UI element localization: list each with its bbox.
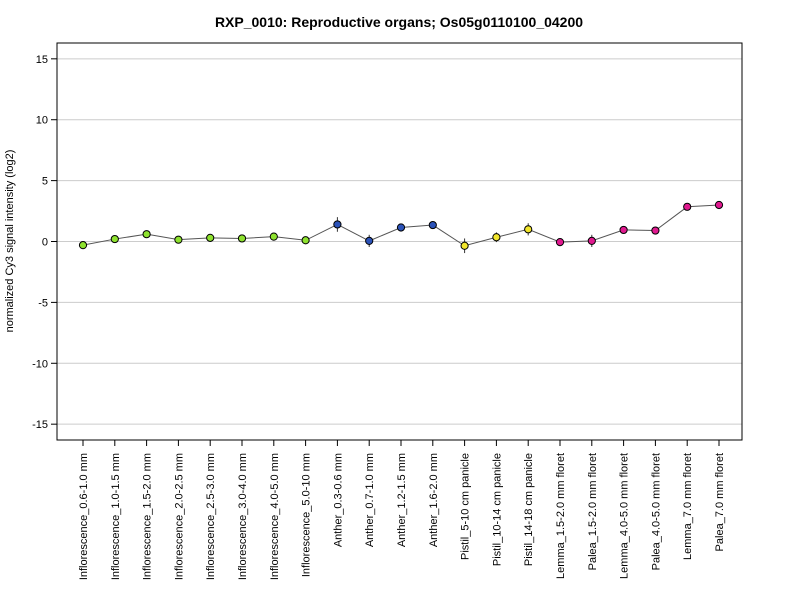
- data-point: [365, 236, 374, 245]
- data-point: [110, 234, 119, 244]
- x-tick-label: Palea_1.5-2.0 mm floret: [587, 453, 599, 570]
- data-points: [78, 200, 724, 250]
- x-tick-label: Palea_7.0 mm floret: [714, 453, 726, 551]
- y-axis: 15 10 5 0 -5 -10 -15: [32, 54, 57, 431]
- y-tick-label: -5: [38, 297, 48, 309]
- data-point: [683, 202, 692, 211]
- x-tick-label: Inflorescence_5.0-10 mm: [301, 453, 313, 577]
- x-tick-label: Anther_1.2-1.5 mm: [396, 453, 408, 547]
- x-tick-label: Lemma_4.0-5.0 mm floret: [619, 453, 631, 579]
- data-point: [237, 234, 247, 243]
- data-point: [301, 236, 310, 245]
- x-tick-label: Inflorescence_2.5-3.0 mm: [205, 453, 217, 580]
- y-tick-label: 10: [36, 115, 48, 127]
- y-axis-label: normalized Cy3 signal intensity (log2): [4, 150, 16, 333]
- data-point: [206, 233, 215, 242]
- data-point: [269, 232, 278, 241]
- chart-title: RXP_0010: Reproductive organs; Os05g0110…: [215, 14, 583, 30]
- x-tick-label: Inflorescence_2.0-2.5 mm: [173, 453, 185, 580]
- grid-lines: [57, 58, 742, 425]
- data-point: [587, 236, 596, 245]
- x-tick-label: Pistil_5-10 cm panicle: [460, 453, 472, 560]
- x-tick-label: Lemma_7.0 mm floret: [682, 453, 694, 560]
- x-tick-label: Inflorescence_3.0-4.0 mm: [237, 453, 249, 580]
- y-tick-label: 5: [42, 176, 48, 188]
- x-tick-label: Anther_1.6-2.0 mm: [428, 453, 440, 547]
- x-tick-label: Inflorescence_4.0-5.0 mm: [269, 453, 281, 580]
- x-tick-label: Pistil_14-18 cm panicle: [523, 453, 535, 566]
- data-point: [492, 233, 501, 242]
- plot-frame: [56, 42, 743, 441]
- data-point: [396, 223, 406, 232]
- data-point: [428, 220, 437, 230]
- data-point: [651, 226, 660, 235]
- y-tick-label: -15: [32, 419, 48, 431]
- x-tick-label: Lemma_1.5-2.0 mm floret: [555, 453, 567, 579]
- x-axis: Inflorescence_0.6-1.0 mm Inflorescence_1.…: [78, 440, 726, 580]
- x-tick-label: Inflorescence_1.0-1.5 mm: [110, 453, 122, 580]
- y-tick-label: 0: [42, 237, 48, 249]
- x-tick-label: Inflorescence_0.6-1.0 mm: [78, 453, 90, 580]
- y-tick-label: 15: [36, 54, 48, 66]
- data-point: [142, 230, 151, 239]
- data-point: [619, 225, 628, 235]
- x-tick-label: Anther_0.3-0.6 mm: [332, 453, 344, 547]
- data-point: [460, 241, 469, 250]
- x-tick-label: Palea_4.0-5.0 mm floret: [650, 453, 662, 570]
- data-point: [333, 220, 342, 229]
- data-point: [524, 225, 533, 234]
- data-point: [555, 238, 565, 247]
- data-point: [174, 235, 183, 244]
- x-tick-label: Inflorescence_1.5-2.0 mm: [142, 453, 154, 580]
- data-point: [78, 241, 88, 250]
- data-point: [714, 200, 724, 210]
- y-tick-label: -10: [32, 358, 48, 370]
- x-tick-label: Pistil_10-14 cm panicle: [491, 453, 503, 566]
- x-tick-label: Anther_0.7-1.0 mm: [364, 453, 376, 547]
